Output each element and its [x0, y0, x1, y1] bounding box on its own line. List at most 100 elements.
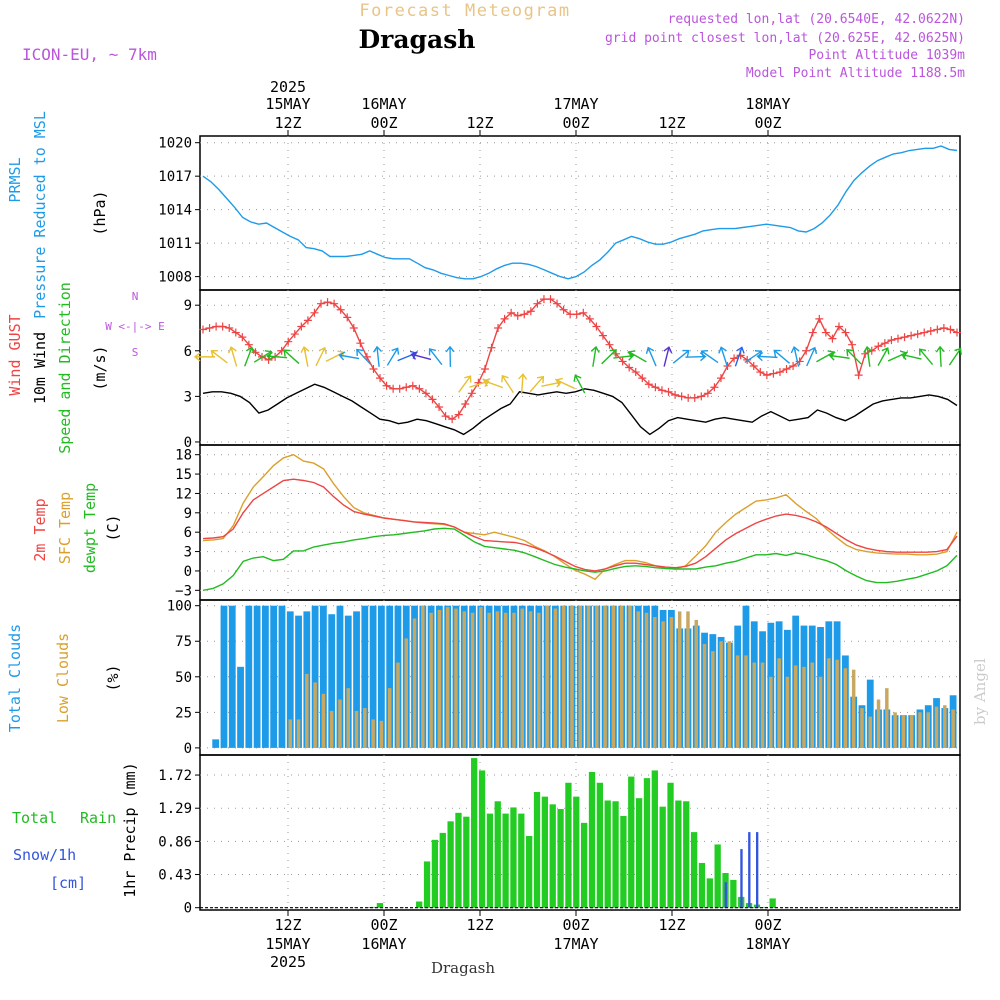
gust-point	[349, 323, 358, 332]
temperature-ytick-label: 9	[184, 506, 192, 522]
precip-ytick-label: 1.72	[158, 768, 192, 784]
total-clouds-bar	[278, 605, 286, 748]
gust-point	[848, 340, 857, 349]
low-clouds-bar	[371, 719, 375, 748]
wind-direction-arrow	[790, 346, 800, 367]
low-clouds-bar	[313, 682, 317, 748]
total-clouds-bar	[353, 611, 360, 748]
bottom-tick-label: 00Z	[562, 916, 589, 934]
gust-point	[402, 383, 411, 392]
wind-direction-arrow	[266, 351, 288, 361]
wind-direction-arrow	[919, 348, 934, 365]
panels: 1008 1011 1014 1017 1020 PRMSL Pressure Reduce…	[6, 111, 962, 917]
low-clouds-bar	[429, 612, 433, 748]
clouds-ytick-label: 100	[167, 599, 192, 615]
wind-direction-arrow	[372, 345, 383, 367]
rain-bar	[549, 804, 556, 908]
sfc-temp-label: SFC Temp	[56, 492, 74, 564]
low-clouds-bar	[752, 662, 756, 748]
gust-point	[317, 299, 326, 308]
gust-point	[513, 311, 522, 320]
low-clouds-bar	[586, 605, 591, 748]
wind-direction-arrow	[734, 346, 745, 367]
wind-direction-arrow	[863, 345, 873, 367]
low-clouds-bar	[346, 688, 350, 748]
gust-point	[874, 342, 883, 351]
low-clouds-bar	[636, 611, 640, 748]
low-clouds-bar	[421, 605, 425, 748]
gust-point	[789, 361, 798, 370]
gust-point	[697, 392, 706, 401]
low-clouds-bar	[785, 676, 790, 748]
pressure-label-short: PRMSL	[6, 157, 24, 202]
wind-direction-arrow	[300, 345, 310, 367]
gust-point	[467, 389, 476, 398]
clouds-ytick-label: 25	[175, 705, 192, 721]
low-clouds-bar	[835, 659, 839, 748]
gust-point	[487, 343, 496, 352]
gust-point	[690, 393, 699, 402]
low-clouds-bar	[628, 605, 632, 748]
gust-point	[703, 389, 712, 398]
gust-point	[841, 328, 850, 337]
wind10m-line	[202, 383, 958, 436]
precip-panel: 0 0.43 0.86 1.29 1.72 Total Rain Snow/1h [cm] 1hr…	[12, 754, 961, 917]
gust-point	[913, 330, 922, 339]
rain-bar	[541, 796, 549, 908]
low-clouds-bar	[338, 699, 342, 748]
temperature-ytick-label: 15	[175, 467, 192, 483]
snow-bar	[755, 832, 759, 908]
gust-point	[834, 322, 843, 331]
wind-direction-arrow	[628, 350, 647, 363]
low-clouds-bar	[777, 658, 781, 748]
gust-point	[677, 392, 686, 401]
wind-direction-arrow	[483, 378, 504, 389]
grid-point-coords: grid point closest lon,lat (20.625E, 42.…	[605, 31, 965, 46]
top-year-label: 2025	[270, 78, 306, 96]
gust-point	[953, 328, 961, 337]
chart-subtitle: Forecast Meteogram	[359, 1, 570, 21]
point-altitude: Point Altitude 1039m	[808, 48, 965, 63]
temperature-ytick-label: 12	[175, 486, 192, 502]
low-clouds-bar	[644, 612, 649, 748]
low-clouds-bar	[719, 641, 723, 748]
gust-point	[231, 328, 240, 337]
wind-direction-arrow	[816, 350, 835, 363]
low-clouds-bar	[404, 638, 408, 748]
pressure-unit: (hPa)	[91, 190, 109, 235]
low-clouds-bar	[603, 605, 607, 748]
total-clouds-bar	[866, 679, 874, 748]
wind-direction-arrow	[718, 346, 728, 367]
low-clouds-bar	[578, 605, 582, 748]
gust-point	[618, 357, 627, 366]
gust-point	[933, 325, 942, 334]
rain-bar	[533, 792, 541, 908]
low-clouds-bar	[445, 607, 450, 748]
gust-point	[369, 365, 378, 374]
rain-bar	[667, 782, 674, 908]
gust-point	[395, 384, 404, 393]
gust-point	[415, 384, 424, 393]
gust-point	[808, 328, 817, 337]
snow-bar	[724, 882, 727, 908]
precip-unit: 1hr Precip (mm)	[121, 762, 139, 897]
temperature-ytick-label: 6	[184, 525, 192, 541]
rain-bar	[447, 821, 454, 908]
total-clouds-bar	[320, 605, 327, 748]
clouds-panel: 0 25 50 75 100 Total Clouds Low Clouds (%)	[6, 599, 961, 757]
wind-ytick-label: 9	[184, 298, 192, 314]
low-clouds-bar	[462, 611, 466, 748]
total-clouds-bar	[228, 605, 236, 748]
wind-direction-arrow	[445, 345, 455, 367]
pressure-ytick-label: 1014	[158, 203, 192, 219]
rain-bar	[730, 879, 737, 908]
low-clouds-bar	[595, 605, 599, 748]
temperature-ytick-label: −3	[175, 583, 192, 599]
gust-point	[290, 330, 299, 339]
gust-point	[572, 310, 581, 319]
bottom-date-label: 18MAY	[745, 935, 790, 953]
gust-point	[336, 305, 345, 314]
wind-direction-arrow	[887, 350, 908, 362]
rain-bar	[502, 813, 509, 908]
gust-point	[507, 308, 516, 317]
